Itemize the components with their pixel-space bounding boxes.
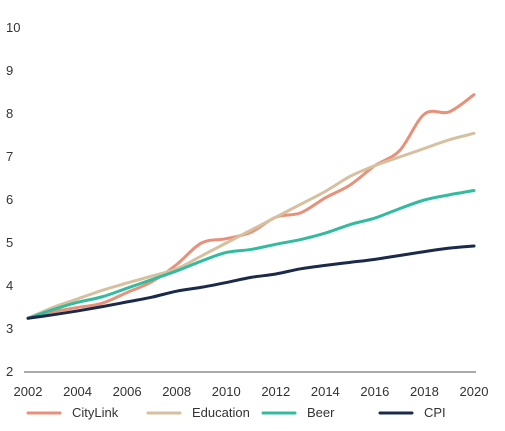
x-tick-label: 2010 [212, 384, 241, 399]
series-line-education [26, 131, 476, 320]
legend: CityLink Education Beer CPI [26, 405, 446, 420]
series-lines [26, 93, 476, 320]
x-tick-label: 2006 [113, 384, 142, 399]
x-tick-label: 2014 [311, 384, 340, 399]
x-tick-label: 2018 [410, 384, 439, 399]
legend-label: Education [192, 405, 250, 420]
x-tick-label: 2016 [360, 384, 389, 399]
y-tick-label: 2 [6, 364, 13, 379]
series-line-citylink [26, 93, 476, 320]
legend-label: CityLink [72, 405, 119, 420]
y-tick-label: 9 [6, 63, 13, 78]
x-tick-label: 2002 [14, 384, 43, 399]
series-line-beer [26, 189, 476, 320]
x-tick-label: 2004 [63, 384, 92, 399]
x-axis-ticks: 2002 2004 2006 2008 2010 2012 2014 2016 2018 2020 [14, 384, 489, 399]
y-tick-label: 10 [6, 20, 20, 35]
legend-label: CPI [424, 405, 446, 420]
x-tick-label: 2008 [162, 384, 191, 399]
y-tick-label: 5 [6, 235, 13, 250]
y-axis-ticks: 2 3 4 5 6 7 8 9 10 [6, 20, 20, 379]
x-tick-label: 2012 [261, 384, 290, 399]
x-tick-label: 2020 [460, 384, 489, 399]
series-line-cpi [26, 244, 476, 320]
y-tick-label: 8 [6, 106, 13, 121]
legend-label: Beer [307, 405, 335, 420]
y-tick-label: 3 [6, 321, 13, 336]
y-tick-label: 7 [6, 149, 13, 164]
y-tick-label: 4 [6, 278, 13, 293]
y-tick-label: 6 [6, 192, 13, 207]
